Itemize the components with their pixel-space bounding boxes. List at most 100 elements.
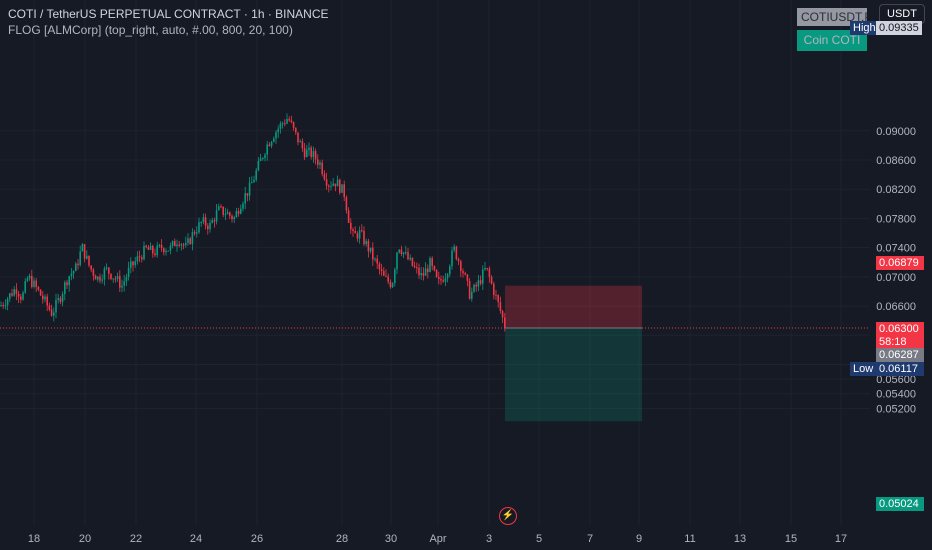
candle-body xyxy=(477,280,480,287)
candle-body xyxy=(290,120,293,123)
candle-body xyxy=(343,184,345,198)
candle-body xyxy=(64,282,66,295)
candle-body xyxy=(26,278,29,282)
candle-body xyxy=(136,256,139,262)
candle-body xyxy=(220,206,222,208)
candle-body xyxy=(438,277,440,280)
low-label: Low xyxy=(850,362,877,376)
candle-body xyxy=(53,312,55,316)
candle-body xyxy=(160,244,163,249)
x-tick-label: 18 xyxy=(28,533,40,545)
candle-body xyxy=(277,128,279,133)
currency-button[interactable]: USDT xyxy=(879,4,925,24)
candle-body xyxy=(198,222,200,233)
candle-body xyxy=(462,271,464,274)
candle-body xyxy=(253,179,255,183)
candle-body xyxy=(336,179,339,187)
candle-body xyxy=(13,289,15,296)
candle-body xyxy=(42,295,44,300)
candle-body xyxy=(455,246,458,260)
candle-body xyxy=(196,232,198,234)
candle-body xyxy=(297,132,299,143)
candle-body xyxy=(31,275,33,287)
candle-body xyxy=(86,255,88,259)
x-tick-label: 3 xyxy=(486,533,492,545)
candle-body xyxy=(433,266,436,271)
candle-body xyxy=(174,241,176,247)
candle-body xyxy=(372,247,374,260)
candle-body xyxy=(165,250,167,253)
candle-body xyxy=(453,246,455,251)
candle-body xyxy=(180,244,183,246)
candle-body xyxy=(330,185,332,187)
candle-body xyxy=(171,241,174,246)
indicator-label[interactable]: FLOG [ALMCorp] (top_right, auto, #.00, 8… xyxy=(8,23,293,37)
candle-body xyxy=(11,293,13,296)
candle-body xyxy=(347,210,350,223)
candle-body xyxy=(444,278,447,282)
candle-body xyxy=(264,154,266,158)
candle-body xyxy=(215,210,218,222)
target-tag: 0.05024 xyxy=(876,497,924,511)
candle-body xyxy=(369,247,372,252)
candle-body xyxy=(449,266,451,275)
candle-body xyxy=(288,119,290,121)
candle-body xyxy=(103,268,106,280)
candle-body xyxy=(121,285,123,288)
candle-body xyxy=(493,283,495,296)
y-tick-label: 0.07400 xyxy=(876,243,916,255)
candle-body xyxy=(213,220,216,222)
candle-body xyxy=(303,148,306,158)
candle-body xyxy=(405,252,407,254)
candle-body xyxy=(354,230,356,234)
candle-body xyxy=(273,138,275,142)
ticker-box: COTIUSDT.P xyxy=(797,8,867,26)
candle-body xyxy=(389,281,392,288)
candle-body xyxy=(149,245,152,250)
candle-body xyxy=(24,281,26,293)
candle-body xyxy=(193,232,196,234)
candle-body xyxy=(70,273,73,277)
candle-body xyxy=(473,284,475,292)
symbol-title[interactable]: COTI / TetherUS PERPETUAL CONTRACT · 1h … xyxy=(8,7,329,21)
candle-body xyxy=(279,123,282,129)
candle-body xyxy=(262,157,264,159)
candle-body xyxy=(127,267,130,277)
candle-body xyxy=(429,258,431,273)
candle-body xyxy=(275,132,277,139)
candle-body xyxy=(105,267,108,269)
candle-body xyxy=(394,269,396,284)
candle-body xyxy=(501,310,504,318)
candle-body xyxy=(61,294,64,302)
candle-body xyxy=(484,268,486,270)
candle-body xyxy=(435,270,438,278)
candle-body xyxy=(479,280,482,284)
low-value: 0.06117 xyxy=(876,362,924,376)
x-tick-label: 11 xyxy=(684,533,695,545)
candle-body xyxy=(222,206,224,215)
x-tick-label: 17 xyxy=(835,533,847,545)
candle-body xyxy=(427,268,429,273)
candle-body xyxy=(422,273,425,276)
candle-body xyxy=(119,276,121,288)
candle-body xyxy=(167,250,169,252)
candle-body xyxy=(490,277,493,284)
x-tick-label: 24 xyxy=(190,533,202,545)
candle-body xyxy=(114,278,117,280)
candle-body xyxy=(380,269,383,272)
candle-body xyxy=(299,141,301,143)
candle-body xyxy=(211,220,213,223)
lightning-icon[interactable]: ⚡ xyxy=(499,507,517,525)
candle-body xyxy=(365,240,367,245)
y-tick-label: 0.07000 xyxy=(876,272,916,284)
x-tick-label: 9 xyxy=(636,533,642,545)
candle-body xyxy=(400,249,403,255)
candle-body xyxy=(123,281,125,286)
candle-body xyxy=(361,230,363,232)
candle-body xyxy=(251,182,253,184)
candle-body xyxy=(156,245,158,256)
candle-body xyxy=(356,233,359,239)
candle-body xyxy=(204,217,207,226)
y-tick-label: 0.05600 xyxy=(876,374,916,386)
